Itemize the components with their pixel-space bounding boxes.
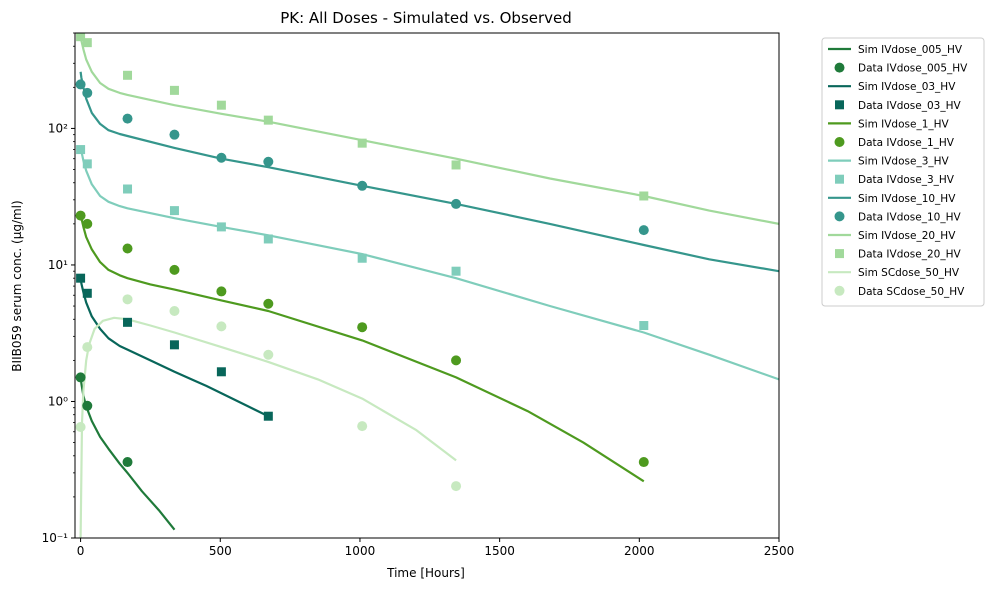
y-tick-label: 10⁻¹ [42, 531, 69, 545]
legend-marker-swatch [834, 137, 845, 147]
obs-point-IVdose_10_HV [216, 152, 227, 163]
obs-point-IVdose_3_HV [169, 206, 179, 216]
obs-point-IVdose_10_HV [122, 113, 133, 124]
obs-point-IVdose_10_HV [638, 225, 649, 236]
legend-marker-swatch [834, 285, 845, 296]
obs-point-IVdose_20_HV [82, 38, 92, 48]
x-tick-label: 2500 [764, 544, 795, 558]
obs-point-IVdose_3_HV [357, 253, 367, 263]
obs-point-IVdose_3_HV [216, 222, 226, 232]
obs-point-IVdose_005_HV [82, 400, 93, 411]
legend-label: Data IVdose_1_HV [858, 137, 955, 149]
legend-label: Data SCdose_50_HV [858, 286, 965, 298]
sim-line-IVdose_10_HV [79, 71, 779, 273]
sim-line-IVdose_005_HV [79, 373, 176, 531]
x-axis-title: Time [Hours] [386, 566, 465, 580]
obs-point-IVdose_1_HV [216, 286, 227, 297]
obs-point-IVdose_03_HV [82, 288, 92, 298]
legend-marker-swatch [835, 100, 844, 110]
obs-point-SCdose_50_HV [216, 321, 227, 332]
legend-label: Data IVdose_005_HV [858, 63, 968, 75]
sim-line-IVdose_1_HV [79, 212, 645, 483]
obs-point-IVdose_3_HV [76, 145, 86, 155]
legend-marker-swatch [834, 62, 845, 73]
obs-point-SCdose_50_HV [122, 294, 133, 305]
obs-point-IVdose_20_HV [263, 115, 273, 125]
legend-label: Sim SCdose_50_HV [858, 267, 960, 279]
obs-point-IVdose_005_HV [122, 457, 133, 468]
plot-frame [74, 32, 780, 539]
obs-point-IVdose_1_HV [451, 355, 462, 366]
legend-frame [821, 37, 985, 307]
legend-label: Data IVdose_3_HV [858, 174, 955, 186]
obs-point-IVdose_1_HV [263, 298, 274, 309]
obs-point-IVdose_3_HV [82, 159, 92, 169]
obs-point-IVdose_1_HV [357, 322, 368, 333]
x-tick-label: 2000 [624, 544, 655, 558]
y-axis: 10⁻¹ 10⁰ 10¹ 10² [42, 32, 75, 545]
obs-point-IVdose_10_HV [451, 198, 462, 209]
obs-point-SCdose_50_HV [82, 342, 93, 353]
x-tick-label: 1000 [345, 544, 376, 558]
legend-label: Sim IVdose_03_HV [858, 81, 956, 93]
obs-point-IVdose_3_HV [263, 234, 273, 244]
obs-point-IVdose_10_HV [263, 156, 274, 167]
sim-line-IVdose_3_HV [79, 145, 779, 381]
obs-point-IVdose_20_HV [76, 33, 86, 42]
y-tick-label: 10¹ [48, 258, 68, 272]
obs-point-IVdose_03_HV [169, 340, 179, 350]
obs-point-IVdose_20_HV [451, 160, 461, 170]
legend-marker-swatch [834, 211, 845, 222]
obs-point-IVdose_20_HV [216, 100, 226, 110]
legend-label: Data IVdose_10_HV [858, 211, 961, 223]
obs-point-SCdose_50_HV [75, 422, 86, 433]
obs-point-IVdose_20_HV [357, 138, 367, 148]
obs-point-IVdose_3_HV [123, 184, 133, 194]
legend-label: Sim IVdose_3_HV [858, 156, 950, 168]
obs-point-IVdose_10_HV [82, 87, 93, 98]
obs-point-IVdose_03_HV [263, 411, 273, 421]
obs-point-IVdose_3_HV [639, 321, 649, 331]
y-tick-label: 10² [48, 121, 68, 135]
obs-point-IVdose_03_HV [216, 367, 226, 377]
chart-title: PK: All Doses - Simulated vs. Observed [280, 9, 572, 27]
legend-label: Data IVdose_03_HV [858, 100, 961, 112]
y-tick-label: 10⁰ [48, 394, 68, 408]
legend-label: Sim IVdose_10_HV [858, 193, 956, 205]
legend-marker-swatch [835, 174, 844, 184]
legend-label: Sim IVdose_20_HV [858, 230, 956, 242]
legend: Sim IVdose_005_HV Data IVdose_005_HV Sim I… [821, 37, 985, 307]
obs-point-IVdose_1_HV [169, 264, 180, 275]
obs-point-SCdose_50_HV [451, 481, 462, 492]
x-tick-label: 1500 [484, 544, 515, 558]
obs-point-IVdose_005_HV [75, 372, 86, 383]
obs-point-IVdose_20_HV [639, 191, 649, 201]
obs-point-SCdose_50_HV [169, 305, 180, 316]
obs-point-SCdose_50_HV [263, 349, 274, 360]
obs-point-IVdose_10_HV [169, 129, 180, 140]
obs-point-IVdose_20_HV [123, 70, 133, 80]
obs-point-IVdose_1_HV [638, 457, 649, 468]
legend-label: Sim IVdose_1_HV [858, 118, 950, 130]
obs-point-IVdose_10_HV [75, 79, 86, 90]
sim-line-IVdose_20_HV [79, 35, 779, 225]
legend-label: Data IVdose_20_HV [858, 249, 961, 261]
obs-point-IVdose_20_HV [169, 85, 179, 95]
obs-point-IVdose_3_HV [451, 266, 461, 276]
obs-point-SCdose_50_HV [357, 421, 368, 432]
obs-point-IVdose_03_HV [123, 317, 133, 327]
obs-point-IVdose_10_HV [357, 180, 368, 191]
x-tick-label: 500 [209, 544, 232, 558]
x-axis: 0 500 1000 1500 2000 2500 [77, 538, 795, 558]
x-tick-label: 0 [77, 544, 85, 558]
obs-point-IVdose_03_HV [76, 273, 86, 283]
series-layer [75, 33, 779, 538]
legend-label: Sim IVdose_005_HV [858, 44, 963, 56]
y-axis-title: BIIB059 serum conc. (µg/ml) [10, 200, 24, 371]
obs-point-IVdose_1_HV [82, 218, 93, 229]
obs-point-IVdose_1_HV [75, 210, 86, 221]
legend-marker-swatch [835, 249, 844, 259]
obs-point-IVdose_1_HV [122, 243, 133, 254]
